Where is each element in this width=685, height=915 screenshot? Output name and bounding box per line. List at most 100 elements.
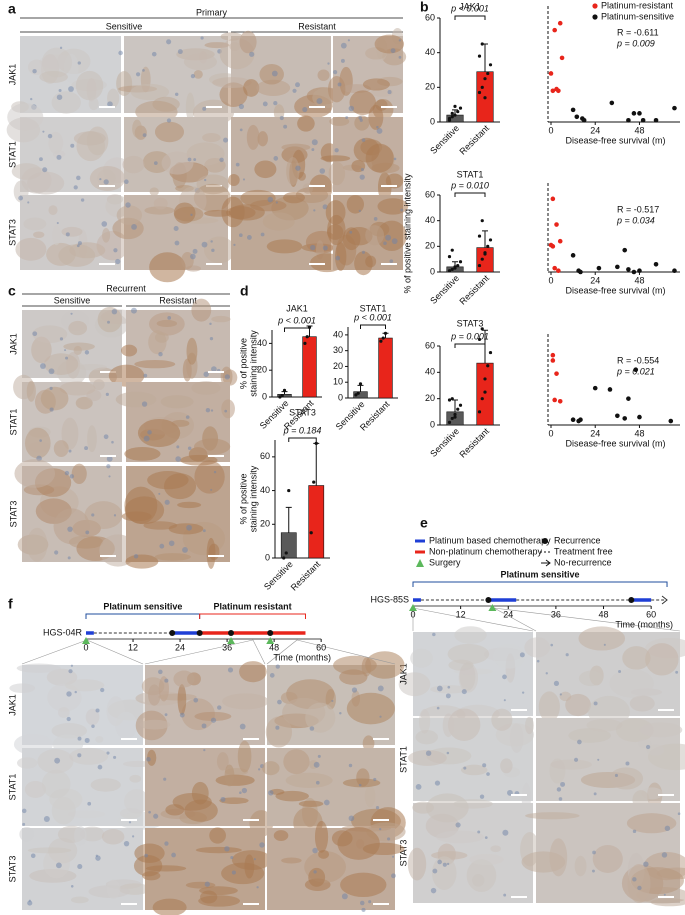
nuclei bbox=[675, 670, 679, 674]
tissue bbox=[346, 195, 365, 214]
nuclei bbox=[558, 797, 563, 801]
nuclei bbox=[593, 792, 597, 796]
tissue bbox=[185, 92, 195, 122]
tissue bbox=[116, 205, 143, 225]
nuclei bbox=[144, 853, 148, 858]
row-label: JAK1 bbox=[7, 694, 17, 716]
bracket-label: Platinum sensitive bbox=[500, 569, 579, 579]
data-point bbox=[550, 196, 556, 202]
connector bbox=[266, 639, 298, 665]
data-point bbox=[640, 117, 646, 123]
data-point bbox=[578, 269, 583, 275]
nuclei bbox=[455, 822, 461, 828]
tissue bbox=[23, 217, 47, 231]
data-point bbox=[637, 111, 642, 116]
nuclei bbox=[347, 39, 350, 42]
nuclei bbox=[632, 877, 637, 882]
y-tick-label: 0 bbox=[430, 266, 435, 276]
nuclei bbox=[56, 862, 62, 869]
nuclei bbox=[359, 174, 365, 180]
y-tick-label: 20 bbox=[257, 365, 267, 375]
connector bbox=[493, 607, 681, 632]
tissue bbox=[51, 723, 88, 739]
nuclei bbox=[545, 672, 548, 675]
nuclei bbox=[536, 659, 540, 663]
nuclei bbox=[224, 846, 230, 852]
tissue bbox=[58, 244, 96, 267]
tissue bbox=[41, 769, 71, 799]
nuclei bbox=[574, 757, 579, 762]
tissue bbox=[47, 683, 82, 712]
tissue bbox=[431, 856, 457, 890]
nuclei bbox=[164, 499, 170, 505]
data-point bbox=[653, 117, 659, 123]
nuclei bbox=[133, 554, 139, 559]
group-header: Resistant bbox=[159, 295, 197, 305]
tissue bbox=[74, 826, 87, 846]
nuclei bbox=[166, 39, 172, 45]
nuclei bbox=[603, 643, 606, 646]
nuclei bbox=[379, 827, 382, 831]
bar bbox=[280, 532, 297, 559]
tissue bbox=[64, 679, 105, 692]
legend-marker bbox=[592, 14, 598, 20]
data-point bbox=[653, 262, 659, 267]
data-point bbox=[453, 265, 457, 269]
tissue bbox=[237, 740, 252, 773]
data-point bbox=[615, 264, 620, 270]
x-tick-label: 24 bbox=[590, 275, 600, 285]
nuclei bbox=[187, 157, 192, 162]
nuclei bbox=[80, 198, 85, 202]
nuclei bbox=[42, 167, 48, 173]
nuclei bbox=[477, 830, 481, 834]
row-label: STAT1 bbox=[7, 774, 17, 801]
tissue bbox=[317, 69, 330, 81]
tissue bbox=[362, 842, 405, 856]
tissue bbox=[216, 752, 229, 771]
y-axis-label: % of positive bbox=[238, 473, 248, 524]
tissue bbox=[193, 438, 231, 455]
tissue bbox=[106, 696, 126, 726]
nuclei bbox=[275, 201, 278, 204]
tissue bbox=[426, 793, 469, 823]
tissue bbox=[339, 669, 368, 685]
x-tick-label: 0 bbox=[410, 609, 415, 619]
tissue bbox=[592, 844, 623, 873]
data-point bbox=[312, 480, 316, 484]
tissue bbox=[447, 708, 481, 741]
tissue bbox=[124, 446, 161, 461]
nuclei bbox=[430, 887, 437, 894]
tissue bbox=[59, 381, 96, 396]
nuclei bbox=[323, 799, 330, 806]
y-tick-label: 0 bbox=[262, 391, 267, 401]
nuclei bbox=[125, 202, 131, 208]
x-tick-label: 48 bbox=[599, 609, 609, 619]
data-point bbox=[477, 410, 482, 414]
nuclei bbox=[340, 42, 347, 49]
nuclei bbox=[387, 90, 392, 95]
tissue bbox=[43, 848, 70, 879]
tissue bbox=[442, 713, 455, 738]
tissue bbox=[93, 379, 105, 391]
legend-label: Recurrence bbox=[554, 535, 601, 545]
nuclei bbox=[373, 777, 377, 782]
data-point bbox=[550, 358, 556, 363]
nuclei bbox=[643, 861, 649, 867]
tissue bbox=[9, 683, 36, 693]
nuclei bbox=[446, 751, 450, 755]
tissue bbox=[377, 172, 392, 203]
nuclei bbox=[158, 669, 163, 675]
x-tick-label: 48 bbox=[634, 275, 644, 285]
tissue bbox=[95, 735, 104, 743]
nuclei bbox=[351, 687, 358, 693]
patient-label: HGS-85S bbox=[370, 594, 409, 604]
nuclei bbox=[111, 440, 114, 444]
tissue bbox=[116, 70, 133, 97]
nuclei bbox=[312, 847, 318, 854]
nuclei bbox=[224, 374, 230, 380]
error-bar bbox=[482, 43, 488, 72]
nuclei bbox=[64, 470, 70, 476]
data-point bbox=[447, 420, 452, 424]
tissue bbox=[346, 692, 395, 725]
annotation: R = -0.517 bbox=[617, 204, 659, 214]
